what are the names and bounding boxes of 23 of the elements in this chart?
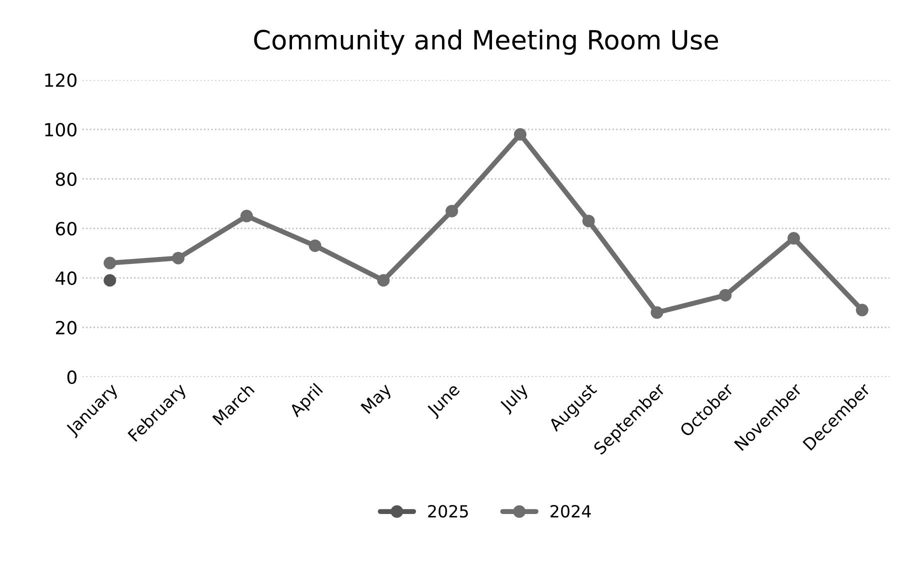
point: [856, 304, 868, 316]
y-tick-label: 40: [56, 271, 76, 286]
y-tick-label: 100: [45, 122, 76, 137]
legend-label: 2024: [550, 504, 591, 518]
point: [104, 256, 116, 270]
y-tick-label: 0: [67, 370, 76, 384]
point: [582, 214, 595, 228]
point: [650, 306, 664, 319]
point: [104, 274, 116, 287]
y-tick-label: 120: [45, 73, 76, 88]
legend-label: 2025: [428, 504, 468, 518]
y-tick-label: 60: [56, 222, 76, 236]
point: [514, 128, 526, 141]
point: [240, 210, 253, 222]
point: [308, 239, 322, 252]
point: [172, 252, 185, 264]
chart-title: Community and Meeting Room Use: [254, 29, 718, 55]
point: [719, 288, 732, 302]
y-tick-label: 80: [56, 172, 76, 186]
y-tick-label: 20: [56, 320, 76, 334]
point: [788, 232, 800, 245]
point: [446, 204, 458, 218]
point: [377, 274, 390, 287]
